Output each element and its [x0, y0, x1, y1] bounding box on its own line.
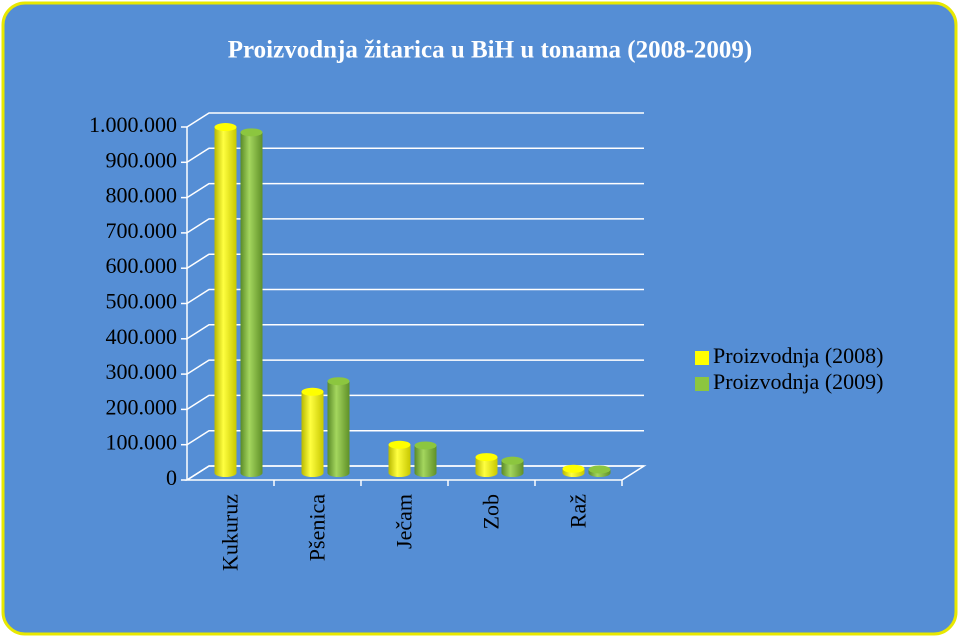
bar-top [388, 440, 411, 449]
x-tick-label: Pšenica [305, 494, 330, 561]
x-tick-label: Kukuruz [218, 494, 243, 571]
y-tick-label: 700.000 [106, 218, 178, 243]
x-tick-label: Raž [566, 494, 591, 528]
bar-top [501, 456, 524, 465]
bar [240, 128, 263, 478]
grid-line [186, 182, 644, 199]
bar-top [562, 464, 585, 473]
grid-line [186, 218, 644, 234]
bar-body [327, 381, 350, 477]
x-tick-label: Ječam [392, 494, 417, 549]
grid-line [186, 112, 644, 128]
grid-line [186, 429, 644, 446]
y-tick-label: 100.000 [106, 430, 178, 455]
grid-line [186, 465, 644, 481]
bar [388, 440, 411, 477]
legend-label: Proizvodnja (2008) [713, 343, 883, 368]
bar-body [501, 460, 524, 477]
x-tick-label: Zob [479, 494, 504, 529]
bar [414, 441, 437, 477]
bar-top [588, 465, 611, 474]
y-tick-label: 300.000 [106, 359, 178, 384]
bar-top [301, 387, 324, 396]
y-tick-label: 0 [166, 465, 177, 490]
bar-body [414, 445, 437, 477]
grid-line [186, 359, 644, 375]
bar-top [240, 128, 263, 137]
grid-line [186, 147, 644, 163]
bar [214, 123, 237, 477]
bar-body [214, 127, 237, 477]
bar [588, 465, 611, 477]
bar [562, 464, 585, 477]
y-tick-label: 600.000 [106, 253, 178, 278]
legend-swatch [695, 377, 709, 391]
bar [301, 387, 324, 477]
bar-top [475, 453, 498, 462]
legend-swatch [695, 351, 709, 365]
y-tick-label: 1.000.000 [89, 112, 177, 137]
bar-body [475, 457, 498, 477]
bar-body [240, 132, 263, 478]
y-tick-label: 800.000 [106, 183, 178, 208]
bar-body [301, 391, 324, 477]
grid-line [186, 324, 644, 340]
legend-label: Proizvodnja (2009) [713, 369, 883, 394]
y-tick-label: 900.000 [106, 147, 178, 172]
y-tick-label: 400.000 [106, 324, 178, 349]
grid-line [186, 288, 644, 305]
bar-top [327, 377, 350, 386]
bar-top [414, 441, 437, 450]
y-tick-label: 500.000 [106, 289, 178, 314]
chart-title: Proizvodnja žitarica u BiH u tonama (200… [228, 37, 753, 64]
grid-line [186, 253, 644, 269]
grid-line [186, 394, 644, 411]
y-tick-label: 200.000 [106, 394, 178, 419]
bar [327, 377, 350, 477]
bar [475, 453, 498, 477]
bar [501, 456, 524, 477]
bar-top [214, 123, 237, 132]
bar-body [388, 444, 411, 477]
